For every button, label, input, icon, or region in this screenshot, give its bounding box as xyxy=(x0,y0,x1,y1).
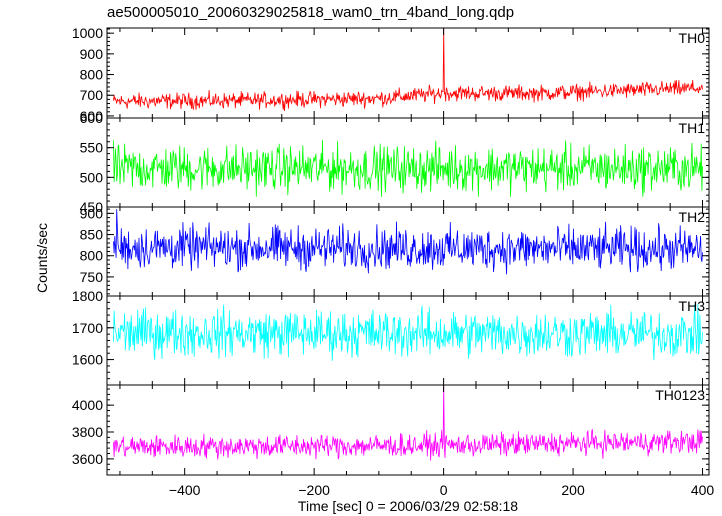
th0-y-tick-label: 600 xyxy=(80,108,104,124)
th3-y-tick-label: 1600 xyxy=(72,352,103,368)
th1-y-tick-label: 500 xyxy=(80,169,104,185)
th0123-panel-frame xyxy=(106,384,710,476)
th0123-y-tick-label: 3800 xyxy=(72,424,103,440)
th0-y-tick-label: 800 xyxy=(80,67,104,83)
th3-y-tick-label: 1800 xyxy=(72,288,103,304)
th0-y-tick-label: 900 xyxy=(80,46,104,62)
x-tick-label: −400 xyxy=(169,482,201,498)
th0-series-line xyxy=(113,27,703,112)
th2-series-line xyxy=(113,209,703,275)
th1-series-line xyxy=(113,139,703,198)
th1-y-tick-label: 550 xyxy=(80,140,104,156)
th0-panel-label: TH0 xyxy=(679,30,706,46)
th2-y-tick-label: 900 xyxy=(80,205,104,221)
th1-panel-label: TH1 xyxy=(679,120,706,136)
th0-y-tick-label: 1000 xyxy=(72,25,103,41)
chart-title: ae500005010_20060329025818_wam0_trn_4ban… xyxy=(107,4,515,21)
x-axis-label: Time [sec] 0 = 2006/03/29 02:58:18 xyxy=(297,498,519,514)
th0123-panel-label: TH0123 xyxy=(655,387,705,403)
th0123-y-tick-label: 4000 xyxy=(72,397,103,413)
th0-y-tick-label: 700 xyxy=(80,87,104,103)
x-tick-label: 400 xyxy=(691,482,715,498)
x-tick-label: 200 xyxy=(561,482,585,498)
th1-y-tick-label: 450 xyxy=(80,199,104,215)
th2-panel-label: TH2 xyxy=(679,209,706,225)
th1-y-tick-label: 600 xyxy=(80,110,104,126)
th0123-series-line xyxy=(113,384,703,461)
th2-y-tick-label: 750 xyxy=(80,269,104,285)
th2-y-tick-label: 800 xyxy=(80,248,104,264)
th0123-y-tick-label: 3600 xyxy=(72,451,103,467)
th3-panel-label: TH3 xyxy=(679,298,706,314)
th3-series-line xyxy=(113,303,703,361)
x-tick-label: −200 xyxy=(298,482,330,498)
th3-y-tick-label: 1700 xyxy=(72,320,103,336)
x-tick-label: 0 xyxy=(440,482,448,498)
th2-y-tick-label: 850 xyxy=(80,227,104,243)
